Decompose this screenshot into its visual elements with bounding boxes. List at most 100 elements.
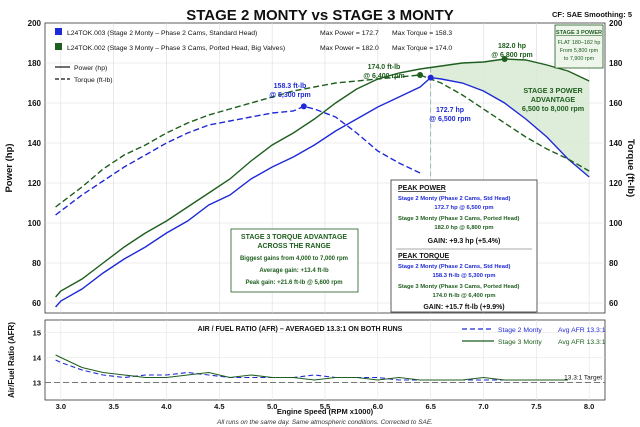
peak-torque-title: PEAK TORQUE <box>398 253 450 260</box>
stage2-swatch <box>55 28 62 35</box>
afr-tick-label-1: 14 <box>33 354 42 363</box>
rpm-tick-label-2: 4.0 <box>161 402 171 411</box>
torque-advantage-title1: STAGE 3 TORQUE ADVANTAGE <box>241 234 348 241</box>
rpm-tick-label-3: 4.5 <box>214 402 224 411</box>
run2-max-power: Max Power = 182.0 <box>320 45 379 52</box>
stage2-torque-peak-label: 158.3 ft-lb @ 5,300 rpm <box>269 83 310 99</box>
rpm-axis-ticks: 3.0 3.5 4.0 4.5 5.0 5.5 6.0 6.5 7.0 7.5 8.0 <box>56 402 595 411</box>
torque-tick-label-3: 120 <box>609 179 623 188</box>
power-tick-label-4: 140 <box>28 139 42 148</box>
run1-label: L24TOK.003 (Stage 2 Monty – Phase 2 Cams… <box>67 30 257 37</box>
peak-power-s3-value: 182.0 hp @ 6,800 rpm <box>434 225 493 231</box>
footnote: All runs on the same day. Same atmospher… <box>216 419 433 426</box>
torque-tick-label-4: 140 <box>609 139 623 148</box>
torque-tick-label-7: 200 <box>609 19 623 28</box>
stage3-power-box-line2: From 5,800 rpm <box>560 48 599 54</box>
peak-torque-s3-name: Stage 3 Monty (Phase 3 Cams, Ported Head… <box>398 284 520 290</box>
stage3-torque-peak-label: 174.0 ft-lb @ 6,400 rpm <box>363 64 404 80</box>
power-tick-label-3: 120 <box>28 179 42 188</box>
stage3-torque-line <box>55 74 590 208</box>
s2-power-peak-value: 172.7 hp <box>436 107 464 114</box>
rpm-tick-label-4: 5.0 <box>267 402 277 411</box>
stage3-power-box-frame <box>554 24 604 69</box>
run2-max-torque: Max Torque = 174.0 <box>392 45 452 52</box>
run1-max-power: Max Power = 172.7 <box>320 30 379 37</box>
afr-axis-ticks: 13 14 15 <box>33 329 42 388</box>
peak-torque-s2-value: 158.3 ft-lb @ 5,300 rpm <box>432 273 495 279</box>
stage3-power-peak-label: 182.0 hp @ 6,800 rpm <box>491 43 532 59</box>
rpm-tick-label-1: 3.5 <box>108 402 118 411</box>
power-key-label: Power (hp) <box>74 65 107 72</box>
stage3-power-box-line3: to 7,900 rpm <box>564 56 595 62</box>
rpm-tick-label-10: 8.0 <box>584 402 594 411</box>
power-axis-ticks: 60 80 100 120 140 160 180 200 <box>28 19 42 308</box>
afr-stage2-name: Stage 2 Monty <box>498 327 542 334</box>
main-series-group <box>55 58 590 308</box>
torque-tick-label-5: 160 <box>609 99 623 108</box>
stage2-torque-line <box>55 105 421 216</box>
afr-title: AIR / FUEL RATIO (AFR) – AVERAGED 13.3:1… <box>198 326 403 333</box>
settings-readout: CF: SAE Smoothing: 5 <box>552 10 632 19</box>
stage3-afr-line <box>55 354 568 381</box>
torque-axis-label: Torque (ft-lb) <box>625 139 636 197</box>
peak-torque-gain: GAIN: +15.7 ft-lb (+9.9%) <box>423 304 504 311</box>
torque-tick-label-1: 80 <box>609 259 618 268</box>
afr-tick-label-2: 15 <box>33 329 41 338</box>
power-advantage-line2: ADVANTAGE <box>531 95 576 104</box>
run1-max-torque: Max Torque = 158.3 <box>392 30 452 37</box>
afr-stage3-name: Stage 3 Monty <box>498 339 542 346</box>
peak-torque-s3-value: 174.0 ft-lb @ 6,400 rpm <box>432 293 495 299</box>
afr-stage2-avg: Avg AFR 13.3:1 <box>558 327 606 334</box>
rpm-axis-label: Engine Speed (RPM x1000) <box>277 407 374 416</box>
rpm-tick-label-8: 7.0 <box>478 402 488 411</box>
power-tick-label-5: 160 <box>28 99 42 108</box>
peak-power-gain: GAIN: +9.3 hp (+5.4%) <box>428 238 501 245</box>
s3-power-peak-value: 182.0 hp <box>498 43 526 50</box>
power-advantage-line3: 6,500 to 8,000 rpm <box>522 104 584 113</box>
power-advantage-area <box>430 59 590 177</box>
power-tick-label-7: 200 <box>28 19 42 28</box>
afr-stage3-avg: Avg AFR 13.3:1 <box>558 339 606 346</box>
power-tick-label-6: 180 <box>28 59 42 68</box>
stage3-power-box: STAGE 3 POWER FLAT 180–182 hp From 5,800… <box>554 24 604 69</box>
stage2-power-peak-label: 172.7 hp @ 6,500 rpm <box>429 107 470 123</box>
rpm-tick-label-5: 5.5 <box>320 402 330 411</box>
stage3-torque-peak-marker <box>417 72 424 78</box>
stage2-power-line <box>55 76 590 308</box>
s2-torque-peak-rpm: @ 5,300 rpm <box>269 92 310 99</box>
stage2-power-peak-marker <box>427 74 434 81</box>
chart-title: STAGE 2 MONTY vs STAGE 3 MONTY <box>186 7 454 24</box>
s3-power-peak-rpm: @ 6,800 rpm <box>491 52 532 59</box>
run2-label: L24TOK.002 (Stage 3 Monty – Phase 3 Cams… <box>67 45 285 52</box>
power-advantage-label: STAGE 3 POWER ADVANTAGE 6,500 to 8,000 r… <box>522 86 584 113</box>
power-advantage-line1: STAGE 3 POWER <box>523 86 583 95</box>
stage2-torque-peak-marker <box>300 103 307 110</box>
rpm-tick-label-7: 6.5 <box>425 402 435 411</box>
torque-axis-ticks: 60 80 100 120 140 160 180 200 <box>609 19 623 308</box>
afr-legend: Stage 2 Monty Avg AFR 13.3:1 Stage 3 Mon… <box>462 327 606 346</box>
torque-tick-label-2: 100 <box>609 219 623 228</box>
peak-power-s3-name: Stage 3 Monty (Phase 3 Cams, Ported Head… <box>398 216 520 222</box>
torque-key-label: Torque (ft-lb) <box>74 77 113 84</box>
rpm-tick-label-6: 6.0 <box>373 402 383 411</box>
peak-power-title: PEAK POWER <box>398 185 446 192</box>
afr-target-label: 13.3:1 Target <box>564 375 602 382</box>
s3-torque-peak-value: 174.0 ft-lb <box>368 64 401 71</box>
power-tick-label-1: 80 <box>32 259 41 268</box>
power-axis-label: Power (hp) <box>4 143 15 192</box>
torque-advantage-peak: Peak gain: +21.6 ft-lb @ 5,600 rpm <box>245 280 342 286</box>
afr-series-group <box>45 354 605 383</box>
peak-summary-box: PEAK POWER Stage 2 Monty (Phase 2 Cams, … <box>390 179 538 313</box>
afr-tick-label-0: 13 <box>33 379 41 388</box>
torque-tick-label-6: 180 <box>609 59 623 68</box>
stage3-power-box-title: STAGE 3 POWER <box>556 30 602 36</box>
peak-power-s2-value: 172.7 hp @ 6,500 rpm <box>434 205 493 211</box>
torque-advantage-average: Average gain: +13.4 ft-lb <box>259 268 329 274</box>
stage2-afr-line <box>55 359 568 381</box>
rpm-tick-label-9: 7.5 <box>531 402 541 411</box>
afr-axis-label: Air/Fuel Ratio (AFR) <box>7 322 16 398</box>
stage3-swatch <box>55 43 62 50</box>
s2-torque-peak-value: 158.3 ft-lb <box>274 83 307 90</box>
run-legend: L24TOK.003 (Stage 2 Monty – Phase 2 Cams… <box>55 28 452 84</box>
